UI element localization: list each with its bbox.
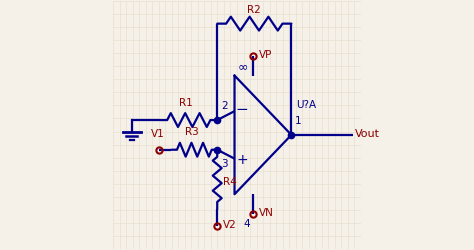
- Text: U?A: U?A: [296, 100, 317, 110]
- Text: 4: 4: [244, 219, 250, 229]
- Text: −: −: [236, 102, 248, 117]
- Text: R2: R2: [247, 5, 261, 15]
- Text: R1: R1: [180, 98, 193, 108]
- Text: Vout: Vout: [355, 129, 379, 139]
- Text: V2: V2: [223, 220, 237, 230]
- Text: 3: 3: [221, 159, 228, 169]
- Text: R3: R3: [185, 128, 199, 138]
- Text: VP: VP: [259, 50, 273, 59]
- Text: V1: V1: [151, 129, 165, 139]
- Text: R4: R4: [223, 177, 237, 187]
- Text: +: +: [236, 153, 248, 167]
- Text: ∞: ∞: [238, 60, 248, 74]
- Text: VN: VN: [259, 208, 274, 218]
- Text: 1: 1: [295, 116, 302, 126]
- Text: 2: 2: [221, 102, 228, 112]
